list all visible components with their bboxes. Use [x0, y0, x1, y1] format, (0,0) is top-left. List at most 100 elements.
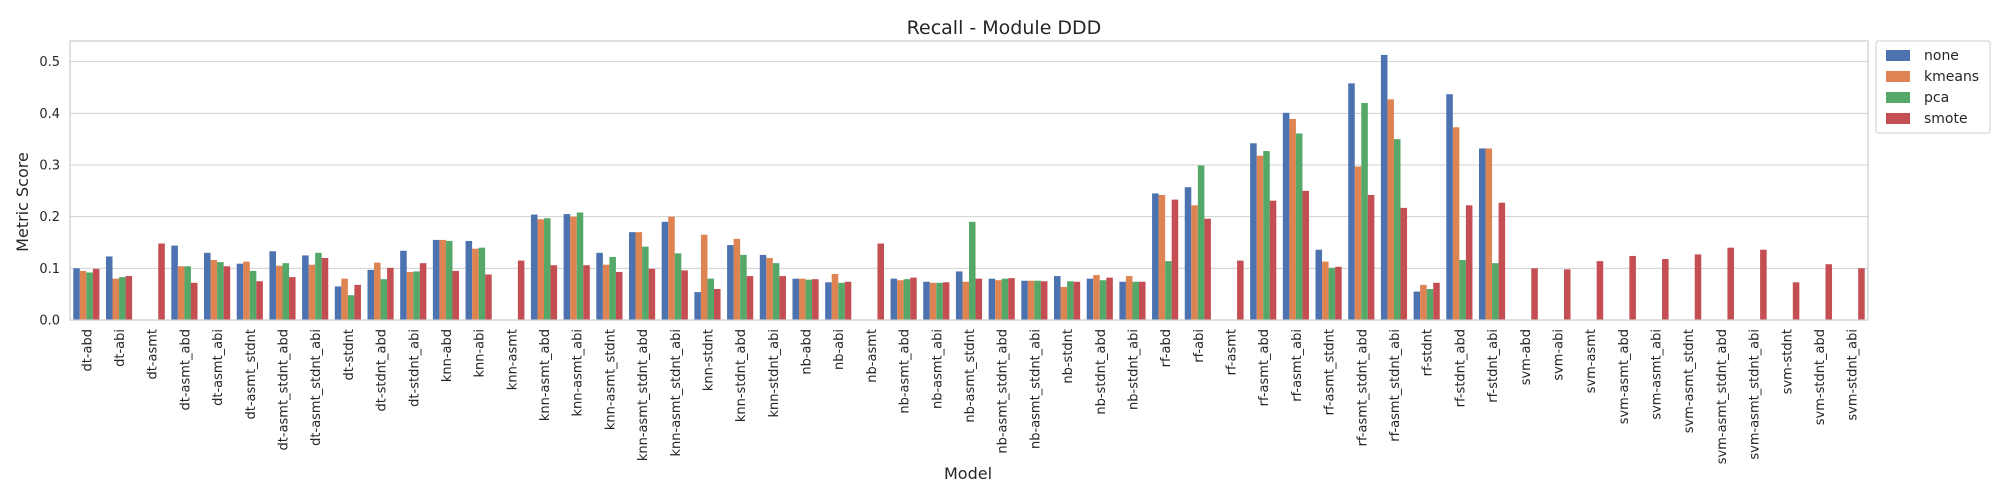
x-tick-label: rf-stdnt_abd: [1453, 329, 1468, 407]
bar-smote-knn-abd: [452, 270, 460, 320]
bar-smote-rf-asmt: [1237, 260, 1244, 320]
bar-smote-nb-asmt: [877, 243, 885, 320]
bar-kmeans-nb-stdnt_abi: [1125, 276, 1133, 320]
bar-smote-knn-asmt_stdnt_abi: [681, 270, 688, 320]
y-tick-label: 0.2: [39, 210, 60, 225]
x-tick-label: rf-abi: [1192, 329, 1207, 363]
bar-none-dt-stdnt: [334, 286, 342, 320]
bar-pca-knn-asmt_stdnt: [609, 256, 616, 320]
legend-swatch-smote: [1886, 113, 1910, 124]
bar-smote-nb-stdnt_abi: [1138, 281, 1146, 320]
x-tick-label: svm-asmt_stdnt_abi: [1748, 329, 1763, 460]
x-tick-label: nb-asmt_stdnt: [963, 329, 978, 423]
bar-smote-svm-asmt_abd: [1629, 255, 1636, 320]
bar-kmeans-knn-stdnt_abi: [766, 258, 773, 320]
bar-kmeans-dt-asmt_stdnt: [243, 261, 250, 320]
bar-pca-rf-asmt_stdnt: [1328, 267, 1336, 320]
bar-smote-knn-asmt: [517, 260, 525, 320]
bar-none-rf-stdnt_abi: [1478, 148, 1486, 320]
bar-none-dt-asmt_stdnt_abd: [269, 251, 276, 320]
x-tick-label: nb-asmt_abd: [898, 329, 913, 414]
bar-none-dt-stdnt_abd: [367, 269, 375, 320]
x-tick-label: svm-asmt_abd: [1617, 329, 1632, 424]
x-tick-label: knn-asmt_stdnt_abi: [669, 329, 684, 457]
bar-none-dt-asmt_stdnt: [236, 263, 244, 320]
bar-kmeans-dt-stdnt_abi: [406, 271, 414, 320]
x-tick-label: nb-asmt: [865, 329, 880, 383]
bar-pca-dt-asmt_stdnt: [249, 270, 257, 320]
bar-none-dt-abi: [105, 256, 113, 320]
bar-smote-dt-asmt_stdnt_abi: [321, 258, 329, 320]
bar-pca-dt-stdnt_abd: [380, 279, 388, 320]
bar-smote-knn-asmt_abd: [550, 265, 558, 320]
bar-kmeans-knn-asmt_stdnt_abi: [668, 216, 675, 320]
bar-kmeans-knn-asmt_abi: [570, 216, 577, 320]
bar-none-nb-abd: [792, 278, 800, 320]
x-tick-label: dt-asmt_stdnt_abi: [309, 329, 324, 446]
chart-title: Recall - Module DDD: [907, 17, 1102, 39]
bar-none-nb-asmt_stdnt: [955, 271, 963, 320]
bars: [73, 54, 1865, 321]
x-tick-label: rf-asmt_abi: [1290, 329, 1305, 402]
x-tick-label: rf-asmt_stdnt: [1323, 329, 1338, 415]
bar-smote-rf-stdnt_abd: [1465, 205, 1473, 320]
bar-kmeans-knn-asmt_stdnt: [602, 264, 610, 320]
bar-none-rf-asmt_stdnt_abi: [1380, 54, 1388, 320]
bar-smote-rf-abd: [1171, 199, 1179, 320]
bar-pca-knn-stdnt: [707, 278, 715, 320]
bar-kmeans-dt-abi: [112, 278, 120, 320]
bar-smote-dt-asmt_stdnt: [256, 281, 263, 320]
bar-kmeans-rf-asmt_stdnt: [1322, 261, 1329, 320]
bar-none-rf-asmt_stdnt: [1315, 249, 1323, 320]
bar-smote-svm-asmt_abi: [1662, 259, 1669, 320]
bar-smote-dt-asmt_stdnt_abd: [289, 277, 296, 320]
bar-pca-dt-asmt_stdnt_abi: [315, 252, 322, 320]
x-tick-label: dt-stdnt_abi: [407, 329, 422, 407]
bar-kmeans-nb-stdnt_abd: [1093, 275, 1100, 320]
x-tick-label: nb-stdnt_abi: [1126, 329, 1141, 410]
x-tick-label: svm-asmt_stdnt_abd: [1715, 329, 1730, 464]
x-tick-label: svm-abi: [1551, 329, 1566, 381]
bar-kmeans-knn-stdnt_abd: [733, 238, 741, 320]
x-tick-label: knn-stdnt_abd: [734, 329, 749, 422]
bar-smote-knn-asmt_stdnt_abd: [648, 268, 656, 320]
bar-pca-nb-asmt_abd: [903, 279, 911, 320]
bar-none-knn-stdnt: [694, 292, 701, 320]
x-tick-label: dt-asmt_abi: [211, 329, 226, 406]
bar-smote-svm-stdnt_abi: [1858, 268, 1865, 320]
bar-smote-nb-asmt_abd: [910, 277, 917, 320]
bar-smote-rf-abi: [1204, 218, 1211, 320]
x-tick-label: nb-stdnt: [1061, 329, 1076, 384]
bar-none-rf-stdnt: [1413, 291, 1421, 320]
x-tick-label: knn-asmt: [505, 329, 520, 390]
bar-pca-rf-stdnt: [1426, 289, 1434, 320]
bar-pca-knn-asmt_stdnt_abd: [642, 246, 649, 320]
bar-kmeans-rf-abd: [1158, 194, 1166, 320]
bar-smote-dt-asmt_abd: [190, 282, 198, 320]
bar-kmeans-knn-abi: [472, 248, 479, 320]
bar-smote-nb-stdnt: [1073, 281, 1081, 320]
x-tick-label: dt-stdnt: [342, 329, 357, 381]
bar-none-rf-abd: [1152, 193, 1159, 320]
bar-none-nb-asmt_stdnt_abi: [1021, 280, 1028, 320]
bar-none-nb-asmt_abd: [890, 278, 898, 320]
x-tick-label: dt-asmt_abd: [178, 329, 193, 411]
x-tick-label: svm-stdnt_abd: [1813, 329, 1828, 425]
x-tick-label: svm-asmt_abi: [1650, 329, 1665, 420]
bar-none-dt-asmt_abi: [204, 252, 211, 320]
bar-smote-rf-asmt_abi: [1302, 190, 1309, 320]
bar-kmeans-dt-asmt_stdnt_abi: [308, 264, 316, 320]
x-axis-title: Model: [944, 464, 992, 483]
bar-none-rf-stdnt_abd: [1446, 94, 1453, 320]
bar-smote-rf-asmt_stdnt: [1335, 266, 1342, 320]
bar-kmeans-knn-abd: [439, 239, 446, 320]
bar-none-knn-stdnt_abi: [759, 254, 767, 320]
bar-smote-svm-asmt_stdnt_abi: [1760, 249, 1767, 320]
bar-kmeans-rf-asmt_abi: [1289, 119, 1296, 321]
bar-kmeans-rf-asmt_stdnt_abd: [1354, 166, 1362, 320]
bar-smote-dt-abd: [92, 268, 100, 320]
bar-smote-knn-asmt_abi: [583, 265, 590, 320]
bar-kmeans-nb-stdnt: [1060, 286, 1068, 320]
x-tick-label: svm-stdnt: [1780, 329, 1795, 394]
bar-kmeans-dt-stdnt: [341, 278, 348, 320]
